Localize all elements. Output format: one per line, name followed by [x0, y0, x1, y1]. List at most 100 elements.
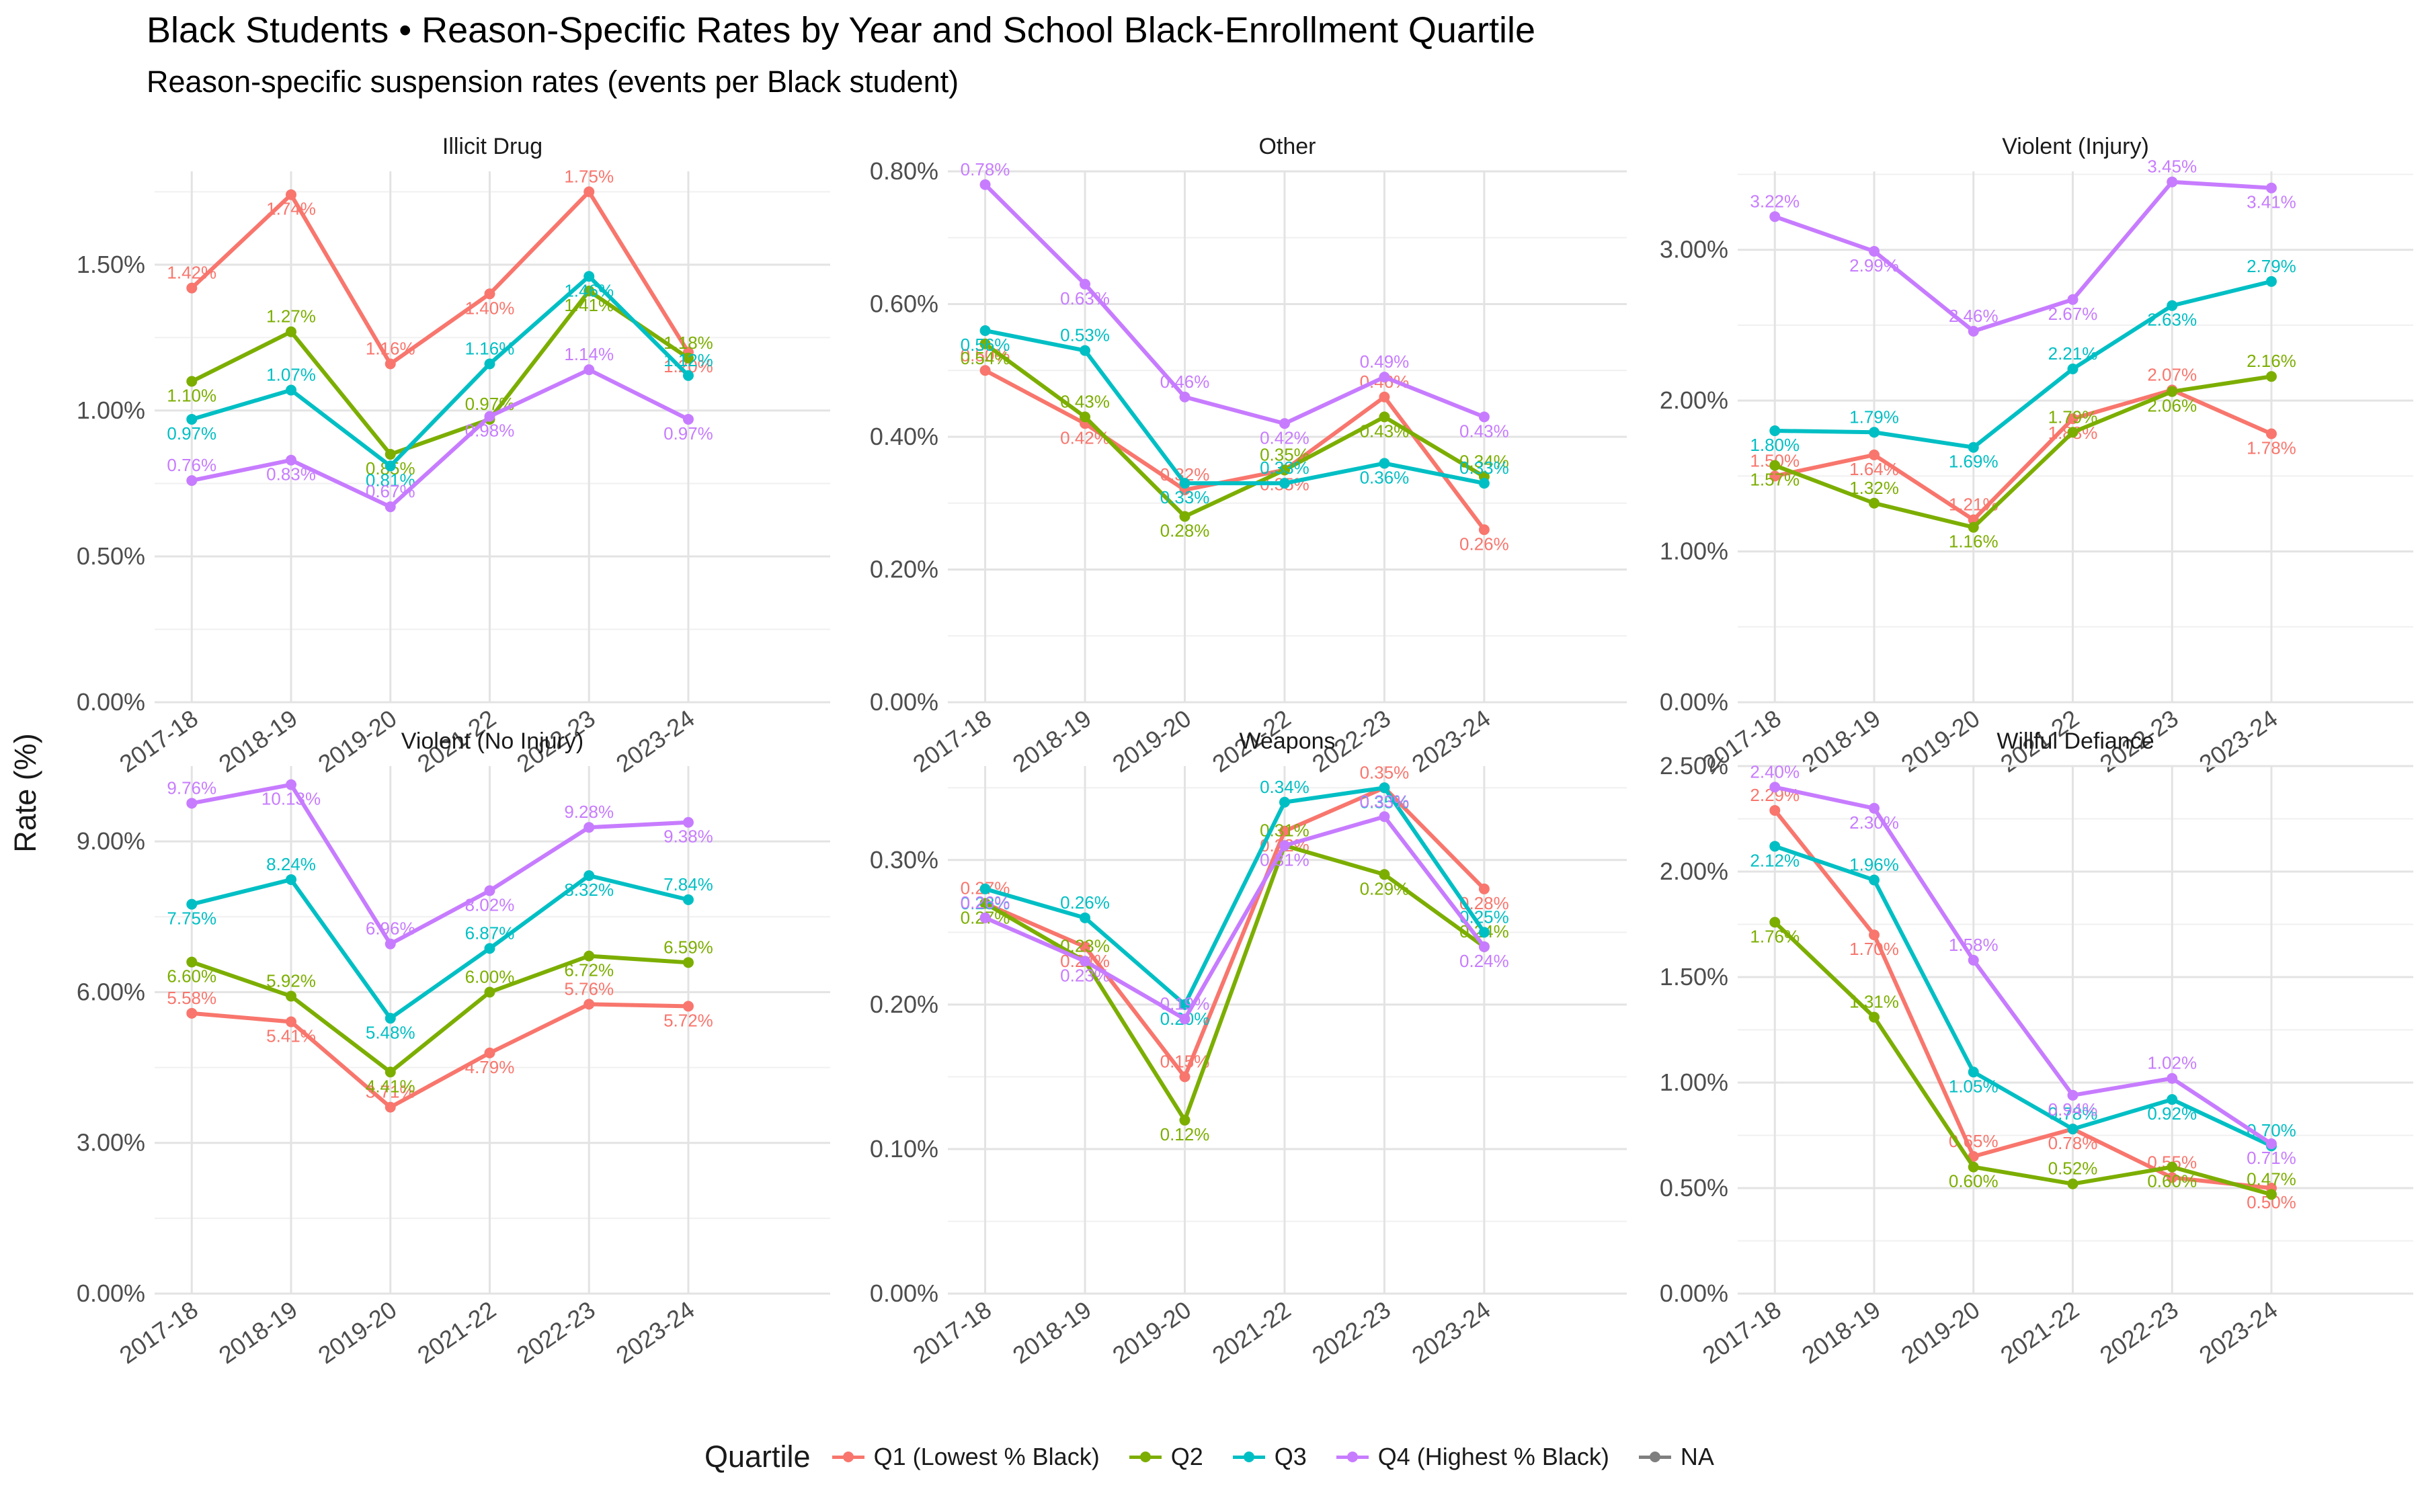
x-tick-label: 2022-23 [1307, 1296, 1396, 1369]
data-point [682, 894, 694, 905]
x-tick-label: 2022-23 [2095, 1296, 2183, 1369]
data-label: 0.34% [1260, 777, 1309, 797]
data-label: 8.32% [564, 880, 614, 900]
series-line-q1-lowest-black [984, 786, 1486, 1079]
data-point [1379, 372, 1390, 383]
data-point [2167, 386, 2178, 397]
data-point [979, 338, 991, 349]
data-point [1968, 521, 1979, 533]
data-label: 1.79% [2048, 407, 2098, 427]
data-point [2167, 300, 2178, 311]
data-point [1179, 1114, 1191, 1126]
panel-title: Other [1258, 134, 1316, 159]
y-tick-label: 0.30% [870, 846, 938, 874]
data-point [1478, 941, 1490, 952]
data-label: 8.02% [465, 894, 515, 915]
data-point [286, 1016, 297, 1027]
data-point [1179, 478, 1191, 489]
data-point [2167, 1094, 2178, 1105]
x-tick-label: 2021-22 [1207, 1296, 1296, 1369]
data-point [484, 358, 495, 370]
data-label: 1.79% [1849, 407, 1899, 427]
panel-willful-defiance: Willful Defiance 0.00% 0.50% 1.00% 1.50% 2.00… [1660, 728, 2413, 1369]
series-line-q4-highest-black [984, 814, 1486, 1021]
data-point [2167, 1073, 2178, 1084]
y-tick-label: 0.60% [870, 290, 938, 318]
data-point [1869, 245, 1880, 257]
data-point [682, 816, 694, 828]
y-tick-label: 2.00% [1660, 386, 1728, 414]
data-label: 1.96% [1849, 855, 1899, 875]
data-point [1769, 841, 1781, 852]
data-label: 2.21% [2048, 343, 2098, 364]
x-tick-label: 2023-24 [611, 704, 700, 778]
data-point [1379, 458, 1390, 469]
data-point [1179, 511, 1191, 522]
series-line-q4-highest-black [1774, 785, 2273, 1146]
y-tick-label: 3.00% [77, 1129, 145, 1157]
data-point [1769, 917, 1781, 928]
data-label: 0.46% [1160, 372, 1210, 392]
data-label: 2.79% [2247, 256, 2296, 276]
data-label: 1.78% [2247, 438, 2296, 458]
data-label: 0.33% [1360, 791, 1410, 811]
data-point [1179, 1013, 1191, 1025]
y-tick-label: 1.50% [1660, 963, 1728, 991]
data-point [286, 991, 297, 1002]
x-tick-label: 2018-19 [1008, 704, 1096, 778]
data-point [186, 413, 198, 425]
data-point [2265, 428, 2277, 439]
data-point [2067, 427, 2079, 438]
data-point [2265, 371, 2277, 382]
y-tick-label: 0.00% [1660, 688, 1728, 716]
series-line-q2 [1773, 921, 2272, 1197]
series-line-q1-lowest-black [1774, 388, 2273, 522]
data-point [1379, 811, 1390, 823]
data-point [2167, 1161, 2178, 1173]
data-label: 0.35% [1260, 444, 1309, 464]
data-point [1968, 1161, 1979, 1173]
x-tick-label: 2019-20 [1107, 1296, 1196, 1369]
series-line-q3 [1774, 844, 2273, 1148]
data-point [1279, 418, 1290, 429]
series-line-q3 [1775, 279, 2272, 450]
data-point [286, 779, 297, 790]
data-point [682, 957, 694, 968]
data-label: 0.36% [1360, 468, 1410, 488]
data-label: 0.24% [1459, 951, 1509, 971]
data-label: 0.43% [1360, 421, 1410, 441]
data-point [1279, 825, 1290, 837]
data-point [979, 898, 991, 909]
data-point [385, 460, 396, 472]
data-point [1869, 427, 1880, 438]
y-tick-label: 2.50% [1660, 752, 1728, 780]
chart-subtitle: Reason-specific suspension rates (events… [147, 65, 959, 99]
x-tick-label: 2019-20 [313, 1296, 402, 1369]
data-label: 1.57% [1750, 470, 1800, 490]
data-point [1869, 497, 1880, 509]
data-label: 1.02% [2147, 1053, 2197, 1073]
panel-title: Violent (Injury) [2002, 134, 2149, 159]
data-label: 0.56% [961, 335, 1010, 355]
data-label: 0.33% [1260, 458, 1309, 478]
data-point [186, 898, 198, 910]
data-point [1968, 1066, 1979, 1078]
y-tick-label: 0.00% [1660, 1279, 1728, 1307]
data-point [1179, 999, 1191, 1010]
data-point [583, 271, 595, 282]
data-label: 1.42% [167, 263, 216, 283]
data-label: 0.15% [1160, 1051, 1210, 1071]
data-label: 9.76% [167, 778, 216, 798]
data-label: 0.60% [2147, 1171, 2197, 1191]
data-label: 2.46% [1949, 306, 1999, 326]
data-label: 0.70% [2247, 1120, 2296, 1140]
data-point [286, 874, 297, 885]
data-point [286, 189, 297, 200]
data-point [1869, 874, 1880, 886]
data-point [1869, 802, 1880, 814]
data-label: 0.12% [1160, 1124, 1210, 1144]
data-point [583, 186, 595, 198]
data-label: 1.76% [1750, 926, 1800, 946]
legend-title: Quartile [704, 1439, 811, 1474]
data-label: 1.16% [1949, 532, 1999, 552]
